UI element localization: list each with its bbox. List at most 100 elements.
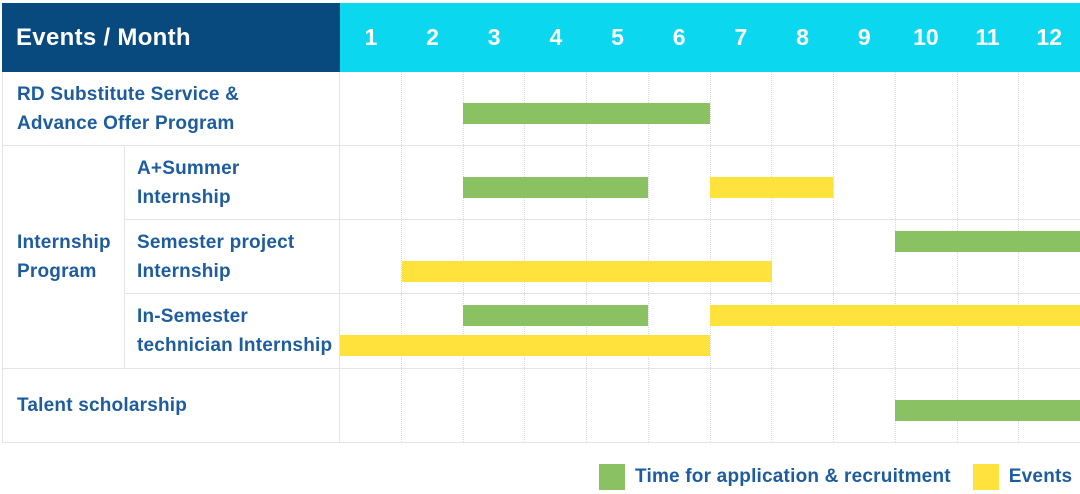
legend-label-events: Events	[1008, 466, 1073, 487]
month-label: 7	[734, 24, 748, 50]
month-grid-cell	[647, 294, 710, 368]
month-grid-cell	[833, 72, 895, 145]
gantt-bar-green	[463, 177, 649, 198]
month-grid-cell	[340, 220, 401, 293]
events-month-table: Events / Month 1 2 3 4 5 6 7 8 9 10 11 12 RD Substi…	[2, 3, 1080, 443]
month-grid-cell	[340, 146, 401, 219]
month-grid-cell	[956, 294, 1019, 368]
month-grid-cell	[647, 220, 710, 293]
yellow-swatch-icon	[972, 464, 999, 490]
gantt-bar-green	[463, 305, 649, 326]
group-label-line: Internship	[17, 232, 111, 253]
month-grid-cell	[647, 146, 710, 219]
month-grid-cell	[833, 294, 895, 368]
month-grid-cell	[400, 294, 463, 368]
group-rows: A+Summer Internship Semester project Int…	[125, 146, 1080, 368]
legend-item-events: Events	[972, 464, 1073, 490]
month-label: 8	[796, 24, 809, 50]
month-grid-cell	[647, 369, 710, 442]
gantt-track	[340, 220, 1080, 293]
gantt-bar-green	[463, 103, 710, 124]
month-grid-cell	[771, 220, 833, 293]
month-header-cells: 1 2 3 4 5 6 7 8 9 10 11 12	[340, 3, 1080, 72]
month-grid-cell	[586, 220, 648, 293]
row-rd-substitute: RD Substitute Service & Advance Offer Pr…	[3, 72, 1080, 146]
legend: Time for application & recruitment Event…	[599, 464, 1072, 490]
month-label: 5	[611, 24, 624, 50]
legend-label-application-recruitment: Time for application & recruitment	[635, 466, 951, 487]
month-grid-cell	[956, 220, 1019, 293]
row-label-line: Talent scholarship	[17, 395, 188, 416]
month-grid-cell	[586, 369, 648, 442]
row-label-line: RD Substitute Service &	[17, 83, 240, 105]
header-corner-cell: Events / Month	[2, 3, 340, 72]
month-grid-cell	[956, 146, 1019, 219]
month-grid-cell	[524, 369, 586, 442]
row-label-talent-scholarship: Talent scholarship	[3, 369, 340, 442]
group-label-line: Program	[17, 261, 97, 282]
month-grid-cell	[709, 146, 772, 219]
month-grid-cell	[709, 369, 772, 442]
row-talent-scholarship: Talent scholarship	[3, 369, 1080, 443]
month-grid-cell	[894, 220, 957, 293]
gantt-bar-yellow	[340, 335, 710, 356]
row-semester-project: Semester project Internship	[125, 220, 1080, 294]
month-grid-cell	[400, 72, 463, 145]
month-grid-cell	[771, 72, 833, 145]
row-a-plus-summer: A+Summer Internship	[125, 146, 1080, 220]
month-grid-cell	[462, 369, 525, 442]
group-internship-program: Internship Program A+Summer Internship S…	[3, 146, 1080, 369]
row-label-semester-project: Semester project Internship	[125, 220, 340, 293]
gantt-track	[340, 369, 1080, 442]
month-grid-cell	[1018, 146, 1080, 219]
gantt-bar-green	[895, 231, 1080, 252]
month-grid-cell	[1018, 294, 1080, 368]
row-label-line: A+Summer	[137, 157, 240, 179]
month-grid-cell	[833, 146, 895, 219]
month-grid-cell	[894, 146, 957, 219]
group-label-internship-program: Internship Program	[3, 146, 125, 368]
gantt-track	[340, 294, 1080, 368]
row-label-a-plus-summer: A+Summer Internship	[125, 146, 340, 219]
row-label-line: Internship	[137, 186, 231, 208]
month-grid-cell	[340, 294, 401, 368]
row-label-line: In-Semester	[137, 306, 248, 327]
table-body: RD Substitute Service & Advance Offer Pr…	[2, 72, 1080, 443]
month-grid-cell	[709, 294, 772, 368]
month-label: 2	[426, 24, 439, 50]
month-grid-cell	[833, 369, 895, 442]
month-label: 1	[364, 24, 378, 50]
row-label-in-semester-technician: In-Semester technician Internship	[125, 294, 340, 368]
month-grid-cell	[771, 369, 833, 442]
month-label: 12	[1036, 24, 1063, 50]
row-in-semester-technician: In-Semester technician Internship	[125, 294, 1080, 368]
green-swatch-icon	[599, 464, 625, 490]
row-label-line: technician Internship	[137, 335, 333, 356]
table-header-row: Events / Month 1 2 3 4 5 6 7 8 9 10 11 12	[2, 3, 1080, 72]
month-label: 10	[913, 24, 939, 50]
gantt-bar-yellow	[710, 305, 1080, 326]
month-grid-cell	[340, 369, 401, 442]
month-grid-cell	[462, 294, 525, 368]
gantt-track	[340, 72, 1080, 145]
month-label: 3	[487, 24, 501, 50]
month-grid-cell	[340, 72, 401, 145]
month-grid-cell	[400, 220, 463, 293]
month-grid-cell	[709, 220, 772, 293]
month-label: 6	[672, 24, 686, 50]
legend-item-application-recruitment: Time for application & recruitment	[599, 464, 951, 490]
month-grid-cell	[524, 220, 586, 293]
month-grid-cell	[956, 72, 1019, 145]
gantt-track	[340, 146, 1080, 219]
month-grid-cell	[709, 72, 772, 145]
month-label: 9	[857, 24, 871, 50]
month-grid-cell	[462, 72, 525, 145]
row-label-line: Semester project	[137, 231, 295, 253]
gantt-bar-yellow	[401, 261, 772, 282]
month-grid-cell	[586, 294, 648, 368]
month-grid-cell	[1018, 220, 1080, 293]
month-label: 11	[975, 24, 1000, 50]
header-corner-label: Events / Month	[16, 23, 191, 51]
month-grid-cell	[894, 294, 957, 368]
